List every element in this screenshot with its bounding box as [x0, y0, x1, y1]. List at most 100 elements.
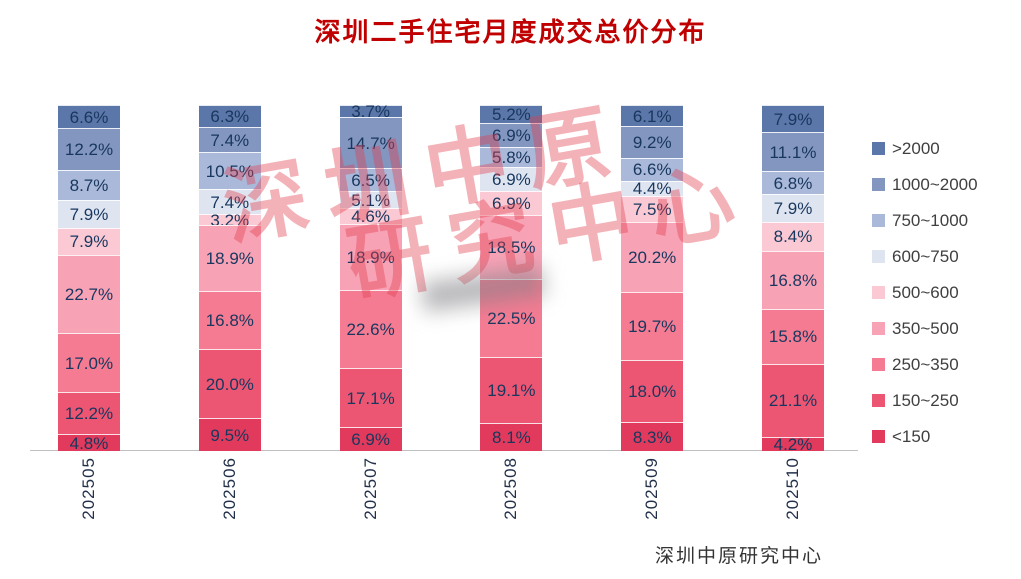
segment-value-label: 4.8% — [69, 433, 109, 453]
x-axis-label-text: 202510 — [782, 457, 802, 520]
legend-marker — [872, 178, 885, 191]
bar-202509: 6.1% 9.2% 6.6% 4.4% 7.5% 20.2% 19.7% 18.0% 8.3% — [621, 105, 684, 451]
bar-segment: 6.6% — [621, 158, 684, 181]
bar-segment: 7.4% — [198, 126, 261, 153]
segment-value-label: 7.4% — [210, 192, 250, 212]
bar-202506: 6.3% 7.4% 10.5% 7.4% 3.2% 18.9% 16.8% 20.0% 9.5% — [198, 105, 261, 451]
legend-marker — [872, 142, 885, 155]
segment-value-label: 19.7% — [628, 316, 677, 336]
bar-segment: 9.5% — [198, 418, 261, 451]
legend-item: 150~250 — [872, 389, 978, 412]
legend-label: >2000 — [892, 138, 940, 158]
legend-label: <150 — [892, 426, 931, 446]
bar-segment: 21.1% — [761, 363, 824, 437]
segment-value-label: 10.5% — [205, 161, 254, 181]
x-axis-label-text: 202509 — [642, 457, 662, 520]
bar-segment: 7.9% — [58, 200, 120, 228]
bar-segment: 16.8% — [198, 290, 261, 349]
segment-value-label: 7.9% — [69, 204, 109, 224]
segment-value-label: 20.0% — [205, 374, 254, 394]
bar-segment: 18.5% — [480, 215, 543, 280]
segment-value-label: 5.8% — [492, 148, 531, 168]
bar-segment: 18.0% — [621, 360, 684, 423]
bar-segment: 22.7% — [58, 254, 120, 334]
x-axis-label-text: 202506 — [219, 457, 239, 520]
segment-value-label: 6.9% — [351, 430, 390, 450]
bar-segment: 7.4% — [198, 188, 261, 215]
segment-value-label: 5.1% — [351, 190, 390, 210]
segment-value-label: 6.3% — [210, 106, 250, 126]
legend-label: 600~750 — [892, 246, 959, 266]
bar-segment: 20.2% — [621, 221, 684, 292]
legend-marker — [872, 286, 885, 299]
bar-segment: 8.7% — [58, 170, 120, 201]
bar-segment: 4.2% — [761, 436, 824, 453]
bar-segment: 4.6% — [339, 207, 402, 227]
bar-segment: 15.8% — [761, 308, 824, 364]
segment-value-label: 4.4% — [632, 179, 672, 199]
segment-value-label: 15.8% — [768, 327, 818, 347]
x-axis-label-text: 202508 — [501, 457, 521, 520]
bar-segment: 14.7% — [339, 117, 402, 169]
segment-value-label: 22.7% — [64, 285, 114, 305]
legend-item: 1000~2000 — [872, 173, 978, 196]
x-axis-label-text: 202505 — [79, 457, 98, 520]
segment-value-label: 19.1% — [487, 380, 536, 400]
bar-segment: 8.3% — [621, 422, 684, 451]
bar-segment: 6.6% — [58, 105, 120, 129]
bar-segment: 6.1% — [621, 105, 684, 127]
legend-label: 150~250 — [892, 390, 959, 410]
bar-segment: 6.5% — [339, 168, 402, 191]
bar-segment: 3.2% — [198, 212, 261, 229]
bar-segment: 19.7% — [621, 291, 684, 361]
legend-label: 1000~2000 — [892, 174, 978, 194]
bar-segment: 6.9% — [480, 123, 543, 148]
legend-marker — [872, 322, 885, 335]
bar-202505: 6.6% 12.2% 8.7% 7.9% 7.9% 22.7% 17.0% 12.2% 4.8% — [58, 105, 120, 453]
segment-value-label: 7.5% — [632, 199, 672, 219]
legend-item: 500~600 — [872, 281, 978, 304]
legend: >2000 1000~2000 750~1000 600~750 500~600 350~… — [872, 137, 978, 448]
x-axis-label: 202509 — [621, 457, 683, 539]
legend-label: 750~1000 — [892, 210, 969, 230]
bar-segment: 8.4% — [761, 221, 824, 251]
bar-segment: 7.9% — [58, 227, 120, 255]
bar-202507: 3.7% 14.7% 6.5% 5.1% 4.6% 18.9% 22.6% 17.1% 6.9% — [339, 103, 402, 451]
segment-value-label: 7.9% — [773, 198, 813, 218]
bar-segment: 11.1% — [761, 132, 824, 171]
segment-value-label: 3.2% — [210, 210, 250, 230]
segment-value-label: 4.6% — [351, 207, 390, 227]
bar-202508: 5.2% 6.9% 5.8% 6.9% 6.9% 18.5% 22.5% 19.1% 8.1% — [480, 105, 543, 451]
legend-label: 350~500 — [892, 318, 959, 338]
bar-segment: 18.9% — [198, 225, 261, 291]
plot-area: 6.6% 12.2% 8.7% 7.9% 7.9% 22.7% 17.0% 12.2% 4.8%… — [58, 103, 824, 453]
x-axis-labels: 202505 202506 202507 202508 202509 202510 — [58, 457, 824, 539]
segment-value-label: 8.7% — [69, 176, 109, 196]
segment-value-label: 6.5% — [351, 170, 390, 190]
segment-value-label: 9.2% — [632, 133, 672, 153]
segment-value-label: 22.5% — [487, 309, 536, 328]
bar-segment: 6.9% — [480, 167, 543, 192]
x-axis-label: 202507 — [340, 457, 402, 539]
bar-segment: 17.1% — [339, 367, 402, 428]
segment-value-label: 22.6% — [346, 319, 395, 339]
x-axis-label: 202508 — [480, 457, 542, 539]
segment-value-label: 6.6% — [632, 160, 672, 180]
segment-value-label: 6.9% — [492, 170, 531, 190]
legend-marker — [872, 214, 885, 227]
bar-segment: 5.2% — [480, 105, 543, 125]
segment-value-label: 16.8% — [205, 310, 254, 330]
x-axis-label: 202505 — [58, 457, 120, 539]
legend-label: 500~600 — [892, 282, 959, 302]
segment-value-label: 7.4% — [210, 130, 250, 150]
bar-segment: 6.8% — [761, 170, 824, 195]
bar-segment: 19.1% — [480, 356, 543, 423]
segment-value-label: 5.2% — [492, 105, 531, 125]
legend-item: >2000 — [872, 137, 978, 160]
segment-value-label: 17.0% — [64, 353, 114, 373]
segment-value-label: 16.8% — [768, 270, 818, 290]
segment-value-label: 12.2% — [64, 140, 114, 160]
legend-marker — [872, 430, 885, 443]
bar-202510: 7.9% 11.1% 6.8% 7.9% 8.4% 16.8% 15.8% 21.1% 4.2% — [761, 105, 824, 453]
segment-value-label: 6.1% — [632, 106, 672, 126]
